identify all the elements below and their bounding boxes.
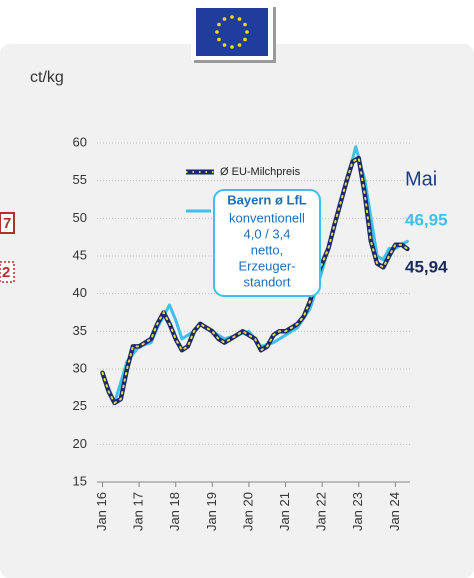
legend-box bbox=[213, 189, 321, 297]
flag-star bbox=[243, 22, 247, 27]
flag-star bbox=[215, 30, 219, 34]
flag-star bbox=[222, 17, 227, 21]
legend-note: Erzeuger- bbox=[238, 258, 295, 273]
legend-note: netto, bbox=[251, 242, 284, 257]
x-tick-label: Jan 18 bbox=[167, 492, 182, 531]
flag-star bbox=[230, 15, 234, 19]
legend-note: 4,0 / 3,4 bbox=[244, 226, 291, 241]
flag-star bbox=[230, 45, 234, 49]
y-tick-label: 35 bbox=[73, 323, 87, 338]
y-axis-label: ct/kg bbox=[30, 69, 64, 86]
x-tick-label: Jan 20 bbox=[240, 492, 255, 531]
flag-star bbox=[245, 30, 249, 34]
series-line-dots bbox=[101, 156, 409, 405]
flag-star bbox=[217, 37, 221, 42]
x-tick-label: Jan 23 bbox=[350, 492, 365, 531]
end-month: Mai bbox=[405, 168, 437, 190]
flag-star bbox=[237, 17, 242, 21]
x-tick-label: Jan 21 bbox=[277, 492, 292, 531]
side-fragment: 2 bbox=[2, 264, 10, 281]
legend-label: Bayern ø LfL bbox=[227, 192, 307, 207]
end-value-label: 46,95 bbox=[405, 210, 448, 229]
y-tick-label: 45 bbox=[73, 247, 87, 262]
y-tick-label: 40 bbox=[73, 285, 87, 300]
y-tick-label: 15 bbox=[73, 473, 87, 488]
y-tick-label: 20 bbox=[73, 436, 87, 451]
legend-label: Ø EU-Milchpreis bbox=[220, 166, 301, 178]
x-tick-label: Jan 17 bbox=[131, 492, 146, 531]
y-tick-label: 50 bbox=[73, 210, 87, 225]
x-tick-label: Jan 24 bbox=[387, 492, 402, 531]
y-tick-label: 30 bbox=[73, 360, 87, 375]
side-fragment: 7 bbox=[3, 215, 11, 232]
x-tick-label: Jan 16 bbox=[94, 492, 109, 531]
end-value-label: 45,94 bbox=[405, 257, 448, 276]
fragment-box bbox=[0, 261, 15, 283]
legend-note: konventionell bbox=[229, 210, 305, 225]
flag-star bbox=[237, 43, 242, 47]
flag-star bbox=[217, 22, 221, 27]
x-tick-label: Jan 19 bbox=[204, 492, 219, 531]
legend-note: standort bbox=[244, 274, 291, 289]
y-tick-label: 55 bbox=[73, 172, 87, 187]
fragment-box bbox=[0, 212, 15, 234]
x-tick-label: Jan 22 bbox=[314, 492, 329, 531]
flag-star bbox=[222, 43, 227, 47]
y-tick-label: 60 bbox=[73, 134, 87, 149]
y-tick-label: 25 bbox=[73, 398, 87, 413]
panel bbox=[0, 44, 474, 578]
flag-star bbox=[243, 37, 247, 42]
